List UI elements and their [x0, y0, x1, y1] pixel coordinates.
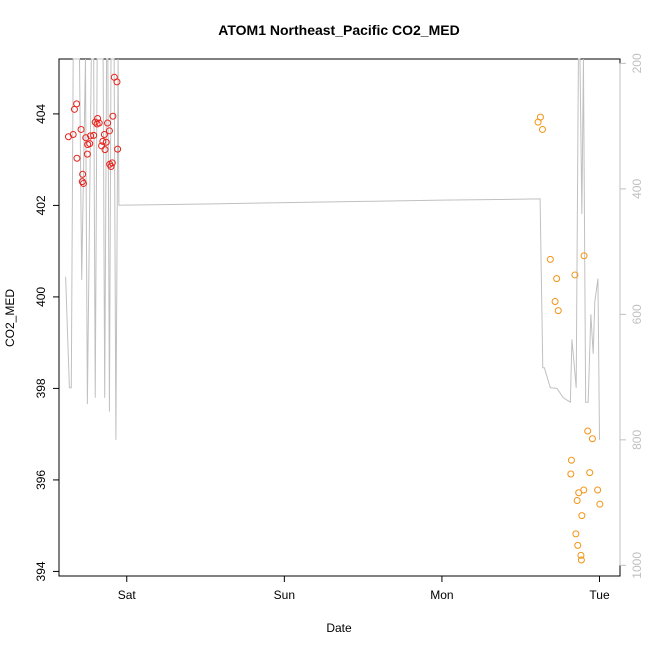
scatter-point-s2-16: [578, 512, 586, 520]
y-left-tick-label: 394: [34, 561, 48, 581]
scatter-point-s1-23: [102, 138, 110, 146]
scatter-point-s1-20: [99, 137, 107, 145]
x-tick-label: Mon: [430, 588, 453, 602]
y-left-tick-label: 398: [34, 378, 48, 398]
scatter-point-s2-14: [577, 551, 585, 559]
scatter-point-s2-10: [572, 530, 580, 538]
scatter-point-s2-1: [536, 113, 544, 121]
scatter-point-s2-9: [571, 271, 579, 279]
line-series: [65, 58, 601, 440]
y-left-tick-label: 396: [34, 470, 48, 490]
scatter-point-s1-12: [86, 140, 94, 148]
y-left-tick-label: 402: [34, 195, 48, 215]
scatter-point-s1-9: [82, 134, 90, 142]
scatter-point-s1-22: [101, 146, 109, 154]
scatter-point-s1-10: [83, 150, 91, 158]
points-layer: [64, 73, 604, 564]
y-left-tick-label: 400: [34, 287, 48, 307]
y-right-tick-label: 1000: [630, 552, 644, 579]
y-right-tick-label: 200: [630, 53, 644, 73]
x-tick-label: Sat: [118, 588, 137, 602]
scatter-point-s2-7: [567, 470, 575, 478]
y-right-tick-label: 800: [630, 430, 644, 450]
scatter-point-s1-25: [105, 127, 113, 135]
scatter-point-s1-17: [94, 114, 102, 122]
scatter-point-s1-5: [77, 125, 85, 133]
scatter-point-s1-27: [107, 163, 115, 171]
scatter-point-s1-1: [69, 130, 77, 138]
scatter-point-s2-8: [567, 456, 575, 464]
x-axis-label: Date: [326, 621, 352, 635]
x-tick-label: Sun: [274, 588, 295, 602]
y-axis-right: 200 400 600 800 1000: [619, 53, 644, 579]
scatter-point-s1-19: [98, 142, 106, 150]
y-right-tick-label: 400: [630, 179, 644, 199]
scatter-point-s1-7: [79, 179, 87, 187]
scatter-point-s1-18: [95, 119, 103, 127]
scatter-point-s2-2: [538, 125, 546, 133]
scatter-point-s1-32: [114, 145, 122, 153]
scatter-point-s2-18: [580, 252, 588, 260]
scatter-point-s1-13: [87, 132, 95, 140]
scatter-point-s2-3: [546, 255, 554, 263]
y-axis-label: CO2_MED: [3, 289, 17, 347]
scatter-point-s1-15: [91, 118, 99, 126]
plot-frame: [58, 58, 621, 577]
x-tick-label: Tue: [589, 588, 610, 602]
scatter-point-s1-14: [90, 131, 98, 139]
scatter-point-s1-8: [79, 170, 87, 178]
scatter-point-s2-15: [577, 556, 585, 564]
scatter-point-s1-21: [100, 130, 108, 138]
scatter-point-s1-24: [104, 119, 112, 127]
scatter-point-s2-5: [553, 275, 561, 283]
scatter-point-s2-12: [574, 541, 582, 549]
scatter-point-s2-11: [573, 497, 581, 505]
chart-title: ATOM1 Northeast_Pacific CO2_MED: [218, 22, 459, 38]
scatter-point-s1-31: [113, 78, 121, 86]
scatter-point-s1-28: [108, 159, 116, 167]
scatter-point-s1-29: [109, 112, 117, 120]
scatter-point-s1-4: [73, 154, 81, 162]
scatter-point-s1-3: [73, 100, 81, 108]
line-layer: [65, 58, 601, 440]
scatter-point-s2-6: [554, 307, 562, 315]
scatter-point-s2-20: [586, 469, 594, 477]
y-right-tick-label: 600: [630, 304, 644, 324]
y-left-tick-label: 404: [34, 104, 48, 124]
scatter-point-s1-6: [78, 178, 86, 186]
scatter-point-s2-19: [584, 427, 592, 435]
scatter-point-s2-22: [594, 486, 602, 494]
y-axis-left: 394 396 398 400 402 404: [34, 104, 60, 581]
scatter-point-s2-23: [596, 500, 604, 508]
scatter-point-s2-17: [580, 486, 588, 494]
x-axis: Sat Sun Mon Tue: [118, 575, 610, 602]
scatter-point-s2-21: [588, 435, 596, 443]
scatter-point-s2-4: [551, 297, 559, 305]
